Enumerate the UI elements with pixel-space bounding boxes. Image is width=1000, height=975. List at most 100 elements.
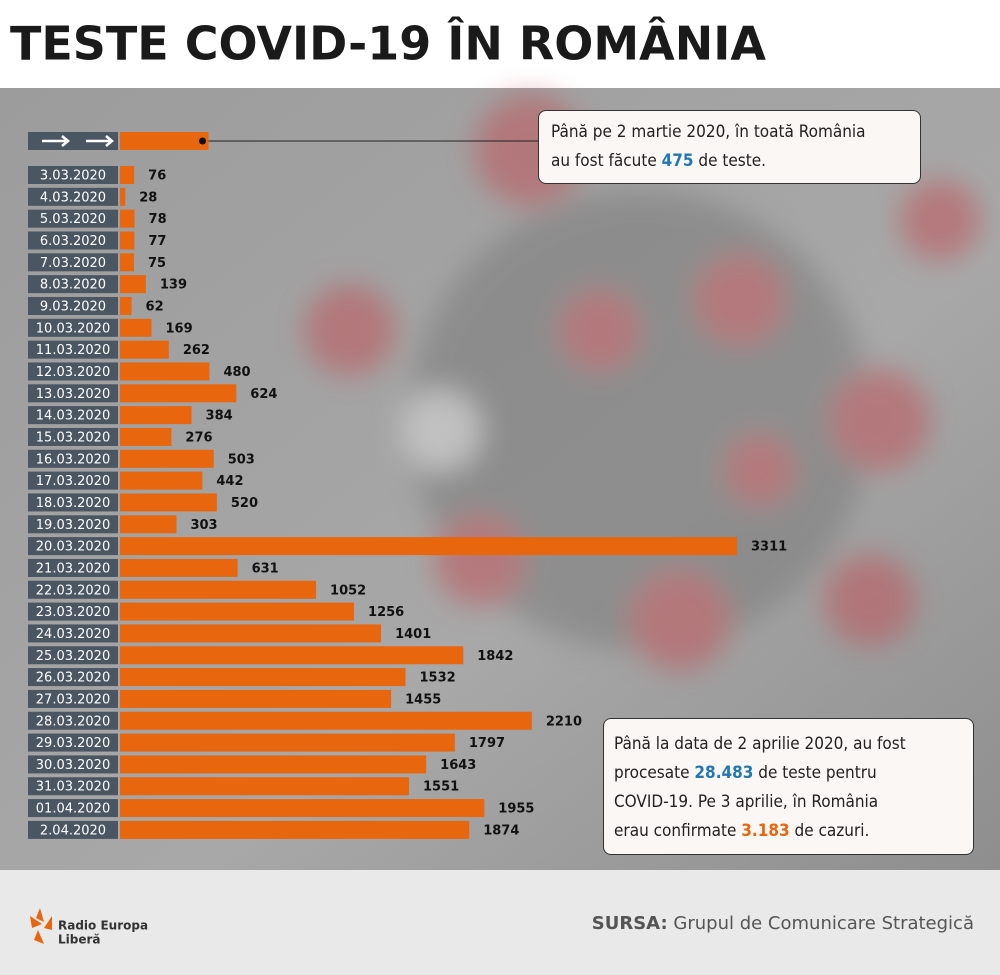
category-box xyxy=(28,733,118,752)
category-box xyxy=(28,493,118,512)
category-box xyxy=(28,558,118,577)
bar xyxy=(120,820,470,839)
category-box xyxy=(28,340,118,359)
value-label: 631 xyxy=(252,561,279,576)
bar xyxy=(120,318,152,337)
annotation-value: 475 xyxy=(661,151,694,171)
annotation-text: de teste. xyxy=(698,151,767,171)
bar xyxy=(120,362,210,381)
bar xyxy=(120,755,427,774)
category-label: 31.03.2020 xyxy=(36,780,110,795)
category-label: 26.03.2020 xyxy=(36,671,110,686)
category-box xyxy=(28,668,118,687)
category-label: 22.03.2020 xyxy=(36,583,110,598)
value-label: 520 xyxy=(231,496,258,511)
category-label: 14.03.2020 xyxy=(36,409,110,424)
bar xyxy=(120,711,532,730)
category-label: 5.03.2020 xyxy=(40,212,106,227)
category-label: 21.03.2020 xyxy=(36,561,110,576)
bar xyxy=(120,406,192,425)
category-label: 8.03.2020 xyxy=(40,278,106,293)
logo-text: Radio Europa xyxy=(58,919,148,933)
bar xyxy=(120,449,214,468)
category-label: 17.03.2020 xyxy=(36,474,110,489)
category-box xyxy=(28,449,118,468)
category-label: 23.03.2020 xyxy=(36,605,110,620)
category-box xyxy=(28,755,118,774)
value-label: 76 xyxy=(148,169,166,184)
bar xyxy=(120,602,355,621)
value-label: 624 xyxy=(250,387,277,402)
value-label: 3311 xyxy=(751,540,787,555)
bar xyxy=(120,646,464,665)
category-box xyxy=(28,187,118,206)
value-label: 1874 xyxy=(483,823,519,838)
category-box xyxy=(28,166,118,184)
bar xyxy=(120,799,485,818)
category-label: 4.03.2020 xyxy=(40,190,106,205)
annotation-value: 28.483 xyxy=(694,763,754,783)
value-label: 139 xyxy=(160,278,187,293)
category-box xyxy=(28,427,118,446)
value-label: 1955 xyxy=(498,802,534,817)
value-label: 1052 xyxy=(330,583,366,598)
bar-end-dot xyxy=(199,137,207,145)
category-label: 29.03.2020 xyxy=(36,736,110,751)
annotation-text: de cazuri. xyxy=(794,821,870,841)
category-label: 19.03.2020 xyxy=(36,518,110,533)
category-box xyxy=(28,406,118,425)
value-label: 1797 xyxy=(469,736,505,751)
category-box xyxy=(28,820,118,839)
category-label: 6.03.2020 xyxy=(40,234,106,249)
value-label: 1842 xyxy=(477,649,513,664)
value-label: 480 xyxy=(223,365,250,380)
value-label: 2210 xyxy=(546,714,582,729)
category-box xyxy=(28,646,118,665)
logo-icon xyxy=(30,908,52,944)
category-box xyxy=(28,777,118,796)
annotation-top: Până pe 2 martie 2020, în toată România … xyxy=(538,110,921,184)
category-label: 7.03.2020 xyxy=(40,256,106,271)
bar xyxy=(120,777,410,796)
category-label: 15.03.2020 xyxy=(36,430,110,445)
value-label: 62 xyxy=(146,299,164,314)
category-label: 16.03.2020 xyxy=(36,452,110,467)
bar xyxy=(120,187,126,206)
bar xyxy=(120,132,209,150)
category-label: 28.03.2020 xyxy=(36,714,110,729)
category-label: 20.03.2020 xyxy=(36,540,110,555)
annotation-text: Până pe 2 martie 2020, în toată România xyxy=(551,122,866,142)
category-label: 24.03.2020 xyxy=(36,627,110,642)
value-label: 276 xyxy=(185,430,212,445)
arrow-box xyxy=(28,132,118,150)
bar xyxy=(120,558,238,577)
category-box xyxy=(28,537,118,556)
category-label: 2.04.2020 xyxy=(40,823,106,838)
annotation-value: 3.183 xyxy=(741,821,790,841)
category-label: 10.03.2020 xyxy=(36,321,110,336)
bar xyxy=(120,493,217,512)
category-box xyxy=(28,689,118,708)
category-label: 9.03.2020 xyxy=(40,299,106,314)
source: SURSA: Grupul de Comunicare Strategică xyxy=(592,913,974,934)
bar xyxy=(120,537,737,556)
value-label: 1401 xyxy=(395,627,431,642)
category-label: 30.03.2020 xyxy=(36,758,110,773)
category-label: 11.03.2020 xyxy=(36,343,110,358)
category-label: 12.03.2020 xyxy=(36,365,110,380)
footer-background xyxy=(0,870,1000,975)
category-label: 25.03.2020 xyxy=(36,649,110,664)
bar xyxy=(120,275,146,294)
category-box xyxy=(28,799,118,818)
logo-text: Liberă xyxy=(58,933,101,947)
bar xyxy=(120,427,172,446)
value-label: 169 xyxy=(165,321,192,336)
value-label: 503 xyxy=(228,452,255,467)
category-label: 13.03.2020 xyxy=(36,387,110,402)
category-box xyxy=(28,231,118,250)
bar xyxy=(120,384,237,403)
category-box xyxy=(28,471,118,490)
bar xyxy=(120,296,132,315)
